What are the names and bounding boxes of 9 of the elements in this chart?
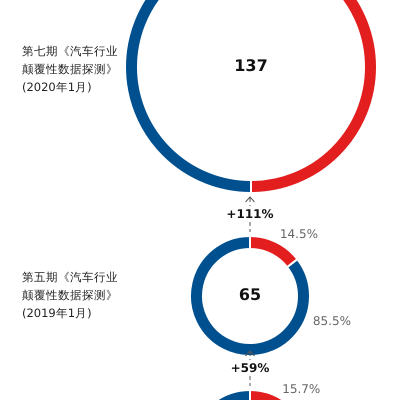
data-label: 14.5% xyxy=(280,227,318,242)
text: 65 xyxy=(238,285,262,304)
data-label: 85.5% xyxy=(312,314,352,328)
text: 137 xyxy=(234,56,268,76)
text: 第七期《汽车行业颠覆性数据探测》(2020年1月) xyxy=(22,43,119,96)
data-label: 15.7% xyxy=(282,382,320,396)
text: +59% xyxy=(230,360,270,376)
text: +111% xyxy=(226,206,274,222)
text: 第五期《汽车行业颠覆性数据探测》(2019年1月) xyxy=(22,269,119,322)
